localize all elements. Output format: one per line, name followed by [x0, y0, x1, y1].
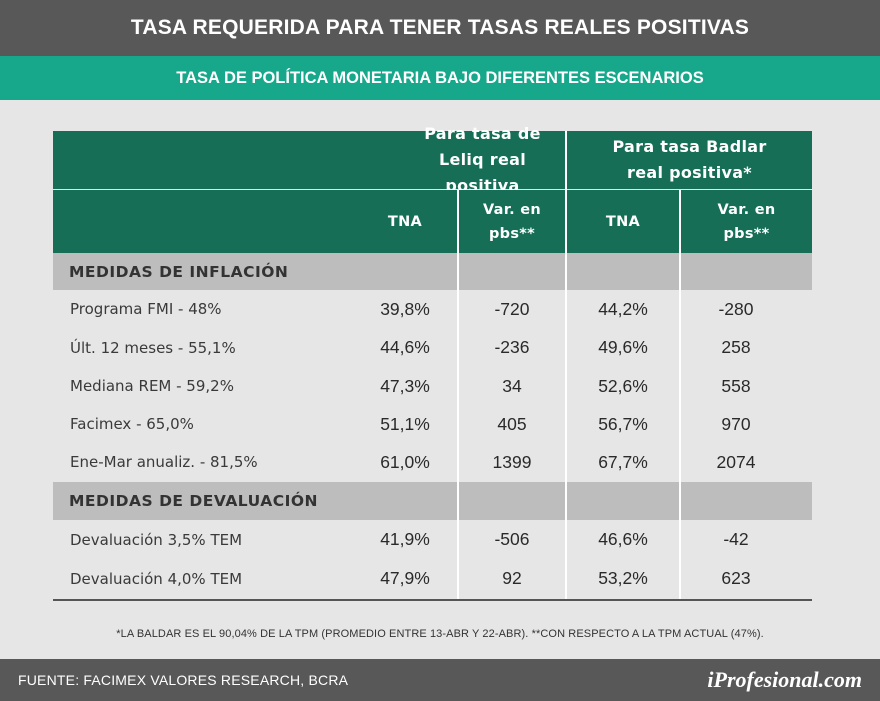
table-header-column-row: TNA Var. en pbs** TNA Var. en pbs**	[53, 190, 812, 253]
cell-var-leliq: 92	[502, 568, 522, 588]
column-divider	[679, 190, 681, 599]
table-row: Facimex - 65,0% 51,1% 405 56,7% 970	[53, 405, 812, 443]
cell-tna-leliq: 44,6%	[380, 337, 430, 357]
header-var-leliq-line2: pbs**	[488, 225, 536, 242]
cell-var-leliq: -720	[494, 298, 530, 319]
cell-var-leliq: 1399	[492, 451, 532, 472]
cell-var-badlar: 623	[721, 568, 751, 588]
page-subtitle: TASA DE POLÍTICA MONETARIA BAJO DIFERENT…	[176, 68, 704, 87]
section-band-devaluation: MEDIDAS DE DEVALUACIÓN	[53, 482, 812, 520]
subtitle-banner: TASA DE POLÍTICA MONETARIA BAJO DIFERENT…	[0, 56, 880, 100]
cell-var-leliq: 405	[497, 413, 527, 434]
cell-var-badlar: 2074	[716, 451, 756, 472]
cell-var-badlar: 970	[721, 413, 751, 434]
row-label: Devaluación 3,5% TEM	[70, 530, 243, 549]
header-tna-leliq: TNA	[387, 213, 423, 230]
header-badlar-line1: Para tasa Badlar	[612, 137, 767, 156]
header-badlar-group: Para tasa Badlar real positiva*	[567, 131, 812, 189]
header-var-badlar: Var. en pbs**	[681, 190, 812, 253]
cell-tna-badlar: 67,7%	[598, 451, 648, 472]
cell-tna-badlar: 56,7%	[598, 413, 648, 434]
row-label: Facimex - 65,0%	[70, 415, 194, 433]
cell-var-badlar: 558	[721, 375, 751, 396]
cell-var-badlar: -42	[723, 529, 749, 549]
table-row: Ene-Mar anualiz. - 81,5% 61,0% 1399 67,7…	[53, 443, 812, 481]
section-title-inflation: MEDIDAS DE INFLACIÓN	[69, 262, 289, 281]
header-leliq-group: Para tasa de Leliq real positiva	[400, 124, 565, 195]
footer-bar: FUENTE: FACIMEX VALORES RESEARCH, BCRA i…	[0, 659, 880, 701]
table-header-group-row: Para tasa de Leliq real positiva Para ta…	[53, 124, 812, 195]
column-divider	[565, 131, 567, 599]
header-tna-badlar: TNA	[605, 213, 641, 230]
cell-tna-leliq: 47,3%	[380, 375, 430, 396]
section-title-devaluation: MEDIDAS DE DEVALUACIÓN	[69, 492, 319, 510]
cell-tna-badlar: 49,6%	[598, 337, 648, 357]
cell-var-badlar: -280	[718, 298, 754, 319]
source-credit: FUENTE: FACIMEX VALORES RESEARCH, BCRA	[18, 672, 349, 688]
footnote: *LA BALDAR ES EL 90,04% DE LA TPM (PROME…	[116, 628, 764, 640]
title-banner: TASA REQUERIDA PARA TENER TASAS REALES P…	[0, 0, 880, 56]
section-band-inflation: MEDIDAS DE INFLACIÓN	[53, 253, 812, 290]
cell-tna-leliq: 51,1%	[380, 413, 430, 434]
column-divider	[457, 190, 459, 599]
header-var-leliq: Var. en pbs**	[459, 190, 565, 253]
row-label: Ene-Mar anualiz. - 81,5%	[70, 453, 258, 471]
row-label: Devaluación 4,0% TEM	[70, 569, 243, 588]
table-row: Últ. 12 meses - 55,1% 44,6% -236 49,6% 2…	[53, 328, 812, 367]
header-badlar-line2: real positiva*	[627, 163, 752, 182]
table-row: Devaluación 4,0% TEM 47,9% 92 53,2% 623	[53, 559, 812, 598]
cell-tna-badlar: 46,6%	[598, 529, 648, 549]
cell-var-leliq: -236	[494, 337, 530, 357]
cell-tna-leliq: 41,9%	[380, 529, 430, 549]
cell-tna-badlar: 53,2%	[598, 568, 648, 588]
table-bottom-rule	[53, 599, 812, 601]
header-leliq-line1: Para tasa de	[424, 124, 541, 143]
header-var-badlar-line1: Var. en	[717, 201, 776, 218]
page-title: TASA REQUERIDA PARA TENER TASAS REALES P…	[130, 16, 750, 39]
cell-var-leliq: 34	[502, 375, 522, 396]
cell-tna-badlar: 44,2%	[598, 298, 648, 319]
brand-logo: iProfesional.com	[707, 667, 862, 692]
row-label: Últ. 12 meses - 55,1%	[70, 338, 236, 357]
row-label: Programa FMI - 48%	[70, 300, 222, 318]
cell-tna-leliq: 47,9%	[380, 568, 430, 588]
cell-tna-badlar: 52,6%	[598, 375, 648, 396]
table-row: Programa FMI - 48% 39,8% -720 44,2% -280	[53, 290, 812, 328]
cell-var-leliq: -506	[494, 529, 530, 549]
header-var-leliq-line1: Var. en	[482, 201, 542, 218]
cell-var-badlar: 258	[721, 337, 751, 357]
table-row: Mediana REM - 59,2% 47,3% 34 52,6% 558	[53, 367, 812, 405]
header-var-badlar-line2: pbs**	[723, 225, 770, 242]
table-row: Devaluación 3,5% TEM 41,9% -506 46,6% -4…	[53, 520, 812, 559]
row-label: Mediana REM - 59,2%	[70, 377, 234, 395]
cell-tna-leliq: 61,0%	[380, 451, 430, 472]
cell-tna-leliq: 39,8%	[380, 298, 430, 319]
